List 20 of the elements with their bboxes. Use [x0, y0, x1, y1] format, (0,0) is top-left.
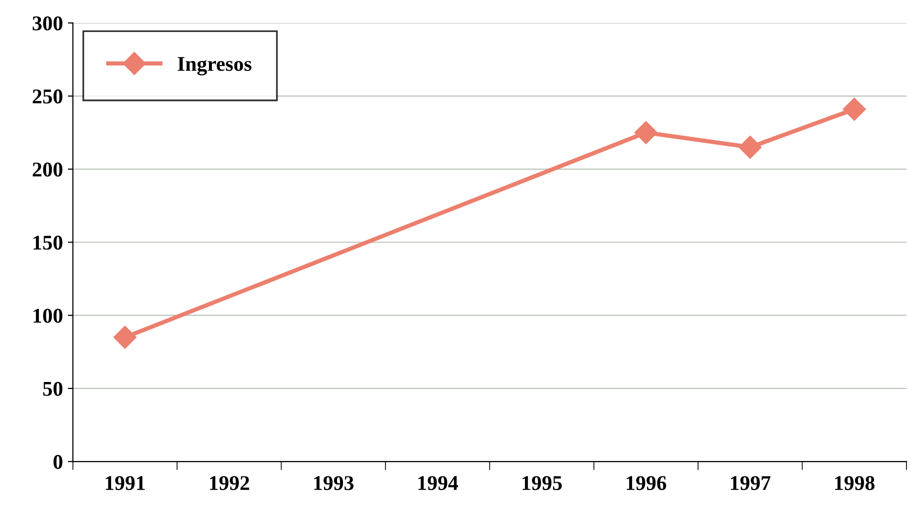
- x-tick-label: 1995: [522, 476, 562, 490]
- y-tick-label: 50: [43, 382, 62, 396]
- x-tick-label: 1991: [106, 476, 145, 490]
- point: [634, 121, 658, 144]
- y-tick-label: 0: [54, 454, 62, 469]
- y-tick-label: 100: [34, 308, 62, 323]
- point: [738, 136, 762, 159]
- y-tick-label: 150: [34, 236, 62, 250]
- x-tick-label: 1993: [314, 476, 354, 490]
- x-tick-label: 1994: [418, 476, 458, 490]
- x-tick-label: 1996: [626, 476, 666, 490]
- point: [842, 98, 866, 121]
- y-tick-label: 300: [32, 16, 62, 30]
- y-tick-label: 250: [32, 89, 62, 104]
- point: [113, 326, 136, 349]
- x-tick-label: 1997: [730, 476, 770, 490]
- legend-label: Ingresos: [178, 57, 252, 76]
- y-tick-label: 200: [32, 162, 62, 177]
- x-tick-label: 1998: [835, 476, 874, 490]
- x-tick-label: 1992: [210, 476, 250, 490]
